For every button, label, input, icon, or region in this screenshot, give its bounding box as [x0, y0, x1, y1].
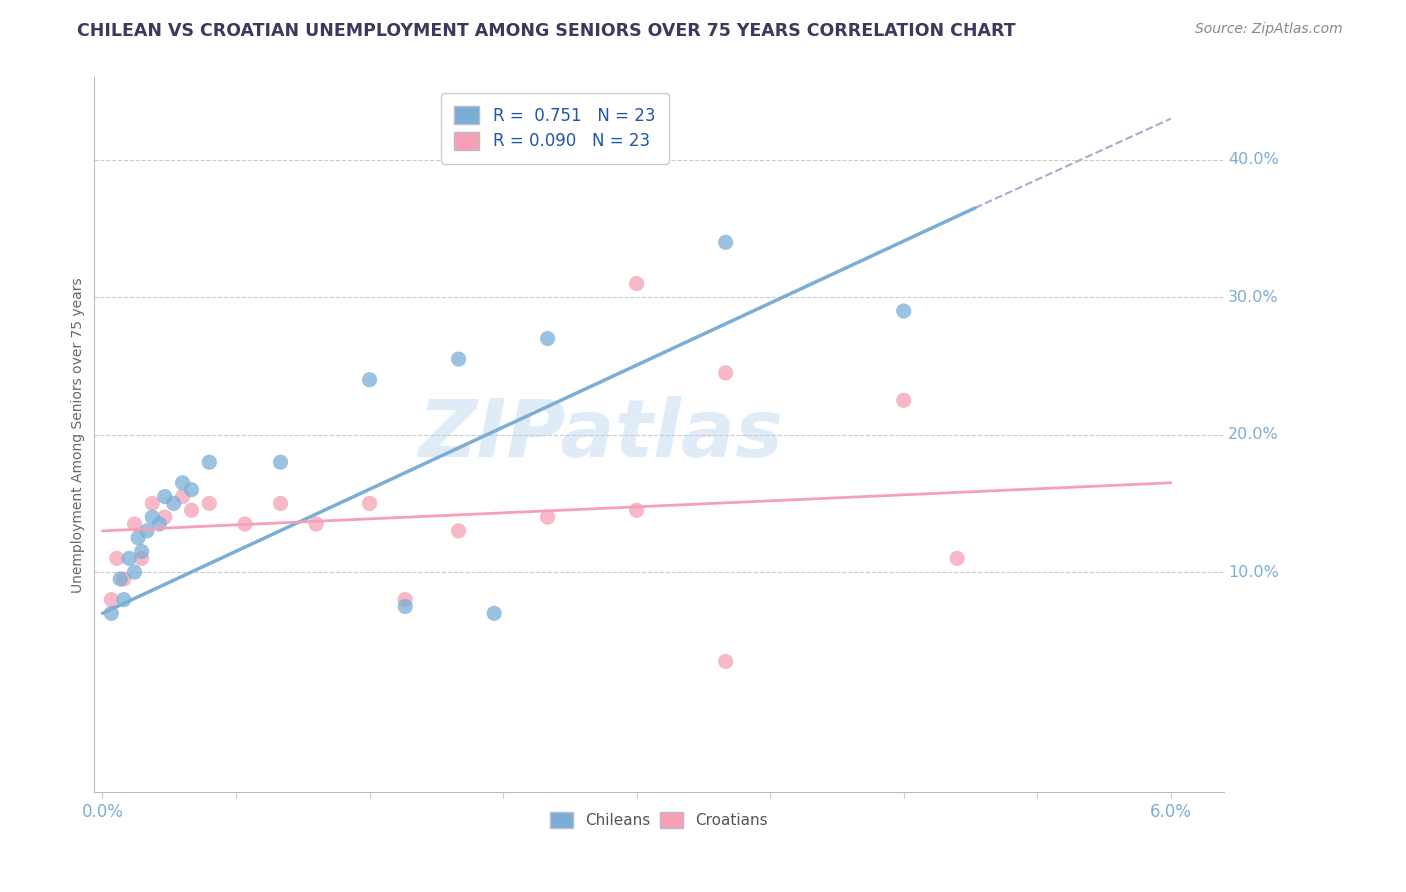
Point	[112, 572, 135, 586]
Point	[153, 510, 176, 524]
Point	[131, 544, 153, 558]
Point	[714, 655, 737, 669]
Point	[180, 483, 202, 497]
Point	[233, 516, 256, 531]
Point	[482, 607, 505, 621]
Point	[118, 551, 141, 566]
Point	[714, 235, 737, 250]
Point	[394, 599, 416, 614]
Point	[153, 490, 176, 504]
Y-axis label: Unemployment Among Seniors over 75 years: Unemployment Among Seniors over 75 years	[72, 277, 86, 592]
Point	[536, 510, 558, 524]
Point	[626, 503, 648, 517]
Point	[359, 496, 381, 510]
Point	[172, 475, 194, 490]
Point	[270, 496, 292, 510]
Point	[447, 524, 470, 538]
Point	[180, 503, 202, 517]
Point	[141, 510, 163, 524]
Point	[136, 524, 159, 538]
Text: 20.0%: 20.0%	[1227, 427, 1278, 442]
Point	[100, 592, 122, 607]
Text: CHILEAN VS CROATIAN UNEMPLOYMENT AMONG SENIORS OVER 75 YEARS CORRELATION CHART: CHILEAN VS CROATIAN UNEMPLOYMENT AMONG S…	[77, 22, 1017, 40]
Text: 10.0%: 10.0%	[1227, 565, 1278, 580]
Point	[394, 592, 416, 607]
Text: Source: ZipAtlas.com: Source: ZipAtlas.com	[1195, 22, 1343, 37]
Point	[131, 551, 153, 566]
Point	[124, 516, 146, 531]
Point	[946, 551, 969, 566]
Point	[198, 455, 221, 469]
Point	[893, 304, 915, 318]
Point	[127, 531, 149, 545]
Point	[163, 496, 186, 510]
Point	[172, 490, 194, 504]
Point	[105, 551, 128, 566]
Point	[148, 516, 170, 531]
Point	[198, 496, 221, 510]
Point	[305, 516, 328, 531]
Point	[100, 607, 122, 621]
Text: 30.0%: 30.0%	[1227, 290, 1278, 305]
Text: 40.0%: 40.0%	[1227, 153, 1278, 168]
Point	[110, 572, 132, 586]
Point	[626, 277, 648, 291]
Text: ZIPatlas: ZIPatlas	[419, 396, 783, 474]
Point	[893, 393, 915, 408]
Point	[124, 565, 146, 579]
Legend: Chileans, Croatians: Chileans, Croatians	[544, 805, 773, 834]
Point	[270, 455, 292, 469]
Point	[447, 352, 470, 367]
Point	[359, 373, 381, 387]
Point	[536, 332, 558, 346]
Point	[112, 592, 135, 607]
Point	[141, 496, 163, 510]
Point	[714, 366, 737, 380]
